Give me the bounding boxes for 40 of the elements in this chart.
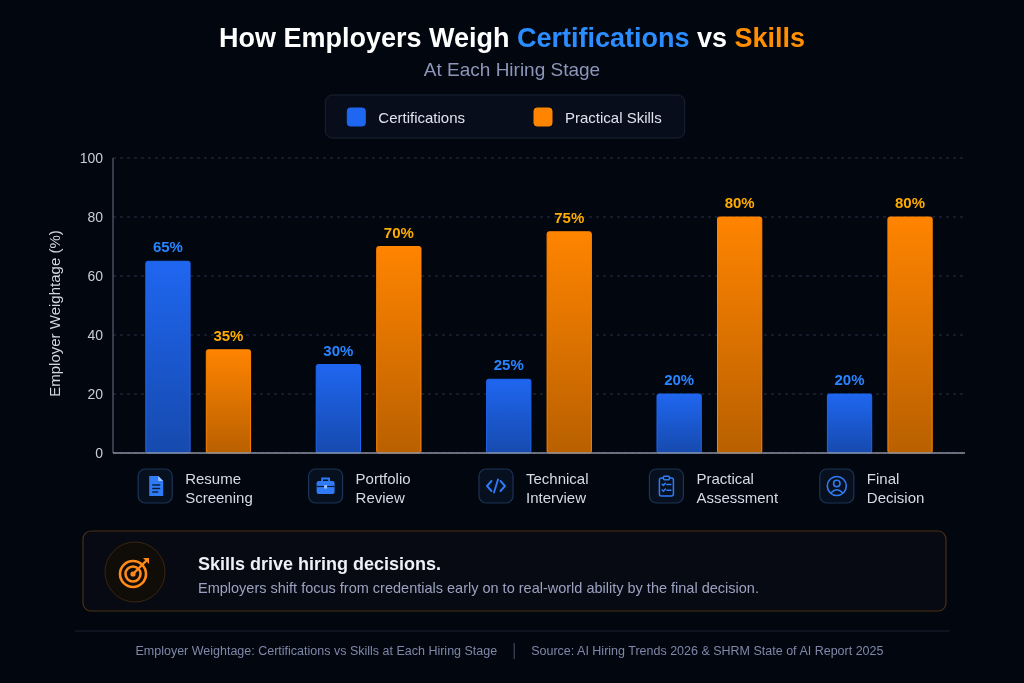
- y-tick-label: 20: [87, 386, 104, 402]
- y-tick-label: 60: [87, 268, 104, 284]
- bar: [145, 260, 191, 454]
- data-label: 80%: [724, 194, 755, 211]
- data-label: 25%: [493, 356, 524, 374]
- legend-label: Practical Skills: [565, 108, 662, 126]
- legend-label: Certifications: [378, 108, 466, 126]
- data-label: 75%: [554, 208, 585, 226]
- x-tick-label: Resume Screening: [185, 469, 253, 506]
- bar: [486, 378, 532, 454]
- data-label: 20%: [664, 371, 695, 388]
- x-tick-label: Practical Assessment: [696, 469, 779, 506]
- data-label: 30%: [323, 341, 354, 359]
- x-tick-label: Technical Interview: [526, 469, 589, 506]
- x-tick-label: Portfolio Review: [355, 469, 411, 506]
- y-tick-label: 80: [87, 209, 104, 225]
- text: Employer Weightage: Certifications vs Skills at Each Hiring Stage: [135, 644, 498, 658]
- bar: [887, 216, 933, 454]
- y-tick-label: 0: [95, 445, 104, 461]
- bar: [546, 231, 592, 454]
- chart-title: How Employers Weigh Certifications vs Skills: [218, 23, 806, 53]
- text: Skills drive hiring decisions.: [198, 554, 442, 574]
- source-note: Source: AI Hiring Trends 2026 & SHRM State of AI Report 2025: [531, 644, 884, 658]
- bar: [656, 393, 702, 454]
- bar: [826, 393, 873, 454]
- y-tick-label: 100: [79, 150, 104, 166]
- x-tick-label: Final Decision: [866, 469, 925, 506]
- data-label: 35%: [213, 326, 244, 344]
- data-label: 80%: [895, 194, 926, 211]
- y-tick-label: 40: [87, 327, 104, 343]
- data-label: 65%: [152, 238, 183, 256]
- data-label: 70%: [383, 223, 414, 241]
- bar: [716, 216, 763, 454]
- text: Employers shift focus from credentials early on to real-world ability by the final decision.: [198, 580, 759, 596]
- y-axis-title: Employer Weightage (%): [45, 230, 63, 397]
- bar: [315, 364, 362, 454]
- bar: [205, 349, 252, 454]
- bar: [376, 246, 422, 454]
- chart-subtitle: At Each Hiring Stage: [423, 58, 601, 80]
- data-label: 20%: [834, 371, 865, 388]
